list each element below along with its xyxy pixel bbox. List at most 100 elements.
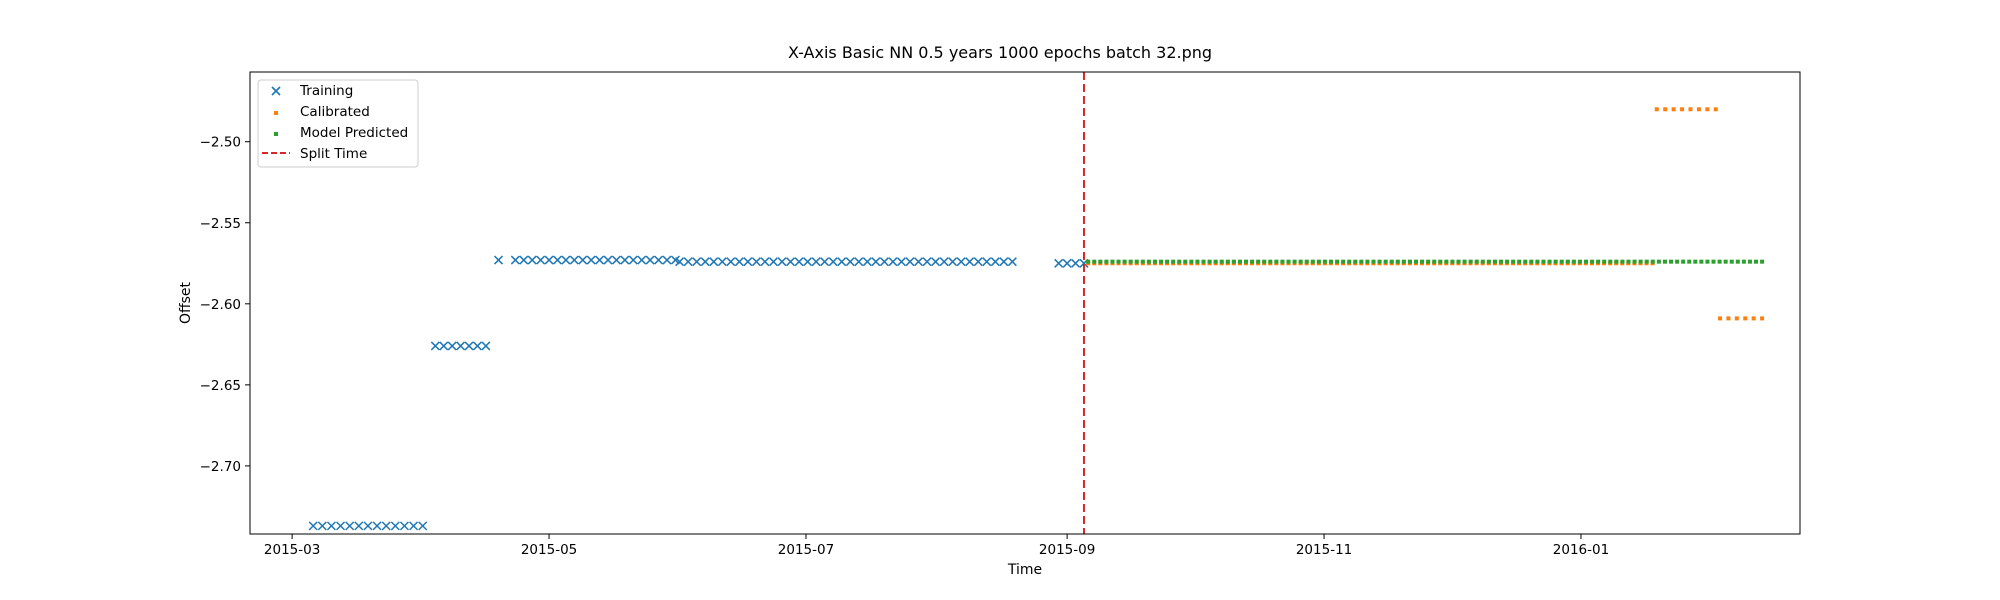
data-point-model-predicted xyxy=(1274,259,1279,264)
data-point-model-predicted xyxy=(1116,259,1121,264)
data-point-training xyxy=(336,521,346,531)
x-tick-label: 2015-09 xyxy=(1039,542,1095,558)
data-point-training xyxy=(390,521,400,531)
legend-label: Split Time xyxy=(300,146,367,162)
data-point-calibrated xyxy=(1717,316,1722,321)
data-point-calibrated xyxy=(1654,107,1659,112)
legend-label: Calibrated xyxy=(300,104,370,120)
data-point-model-predicted xyxy=(1754,259,1759,264)
data-point-calibrated xyxy=(1663,107,1668,112)
data-point-model-predicted xyxy=(1517,259,1522,264)
y-tick-label: −2.65 xyxy=(200,378,241,394)
data-point-model-predicted xyxy=(1669,259,1674,264)
data-point-model-predicted xyxy=(1626,259,1631,264)
data-point-model-predicted xyxy=(1092,259,1097,264)
data-point-training xyxy=(1071,258,1081,268)
data-point-training xyxy=(803,257,813,267)
data-point-model-predicted xyxy=(1747,259,1752,264)
data-point-model-predicted xyxy=(1414,259,1419,264)
data-point-model-predicted xyxy=(1444,259,1449,264)
data-point-training xyxy=(569,255,579,265)
data-point-training xyxy=(956,257,966,267)
data-point-model-predicted xyxy=(1244,259,1249,264)
data-point-model-predicted xyxy=(1699,259,1704,264)
data-point-training xyxy=(586,255,596,265)
data-point-model-predicted xyxy=(1146,259,1151,264)
data-point-training xyxy=(510,255,520,265)
data-point-model-predicted xyxy=(1104,259,1109,264)
x-tick-label: 2015-05 xyxy=(521,542,577,558)
data-point-training xyxy=(464,341,474,351)
data-point-calibrated xyxy=(1713,107,1718,112)
data-point-training xyxy=(645,255,655,265)
data-point-model-predicted xyxy=(1316,259,1321,264)
data-point-model-predicted xyxy=(1662,259,1667,264)
data-point-model-predicted xyxy=(1432,259,1437,264)
data-point-model-predicted xyxy=(1122,259,1127,264)
data-point-model-predicted xyxy=(1505,259,1510,264)
data-point-model-predicted xyxy=(1286,259,1291,264)
data-point-training xyxy=(913,257,924,267)
data-point-training xyxy=(611,255,621,265)
data-point-model-predicted xyxy=(1395,259,1400,264)
data-point-training xyxy=(931,257,941,267)
data-point-training xyxy=(717,257,727,267)
y-tick-label: −2.55 xyxy=(200,216,241,232)
y-tick-label: −2.50 xyxy=(200,135,241,151)
data-point-training xyxy=(409,521,419,531)
data-point-training xyxy=(430,341,440,351)
data-point-training xyxy=(472,341,482,351)
chart-title: X-Axis Basic NN 0.5 years 1000 epochs ba… xyxy=(788,43,1212,62)
data-point-model-predicted xyxy=(1298,259,1303,264)
data-point-model-predicted xyxy=(1723,259,1728,264)
data-point-training xyxy=(922,257,932,267)
data-point-model-predicted xyxy=(1462,259,1467,264)
legend: Training Calibrated Model Predicted Spli… xyxy=(257,79,419,168)
data-point-model-predicted xyxy=(1359,259,1364,264)
data-point-training xyxy=(982,257,992,267)
data-point-model-predicted xyxy=(1383,259,1388,264)
data-point-model-predicted xyxy=(1760,259,1765,264)
data-point-model-predicted xyxy=(1389,259,1394,264)
data-point-training xyxy=(519,255,529,265)
legend-label: Training xyxy=(299,83,353,99)
data-point-calibrated xyxy=(1760,316,1765,321)
x-tick-label: 2015-07 xyxy=(778,542,834,558)
data-point-model-predicted xyxy=(1341,259,1346,264)
y-axis-label: Offset xyxy=(178,281,194,324)
data-point-training xyxy=(456,341,466,351)
data-point-training xyxy=(662,255,672,265)
data-point-model-predicted xyxy=(1110,259,1115,264)
data-point-model-predicted xyxy=(1717,259,1722,264)
data-point-model-predicted xyxy=(1268,259,1273,264)
data-point-calibrated xyxy=(1696,107,1701,112)
data-point-training xyxy=(381,521,391,531)
data-point-model-predicted xyxy=(1207,259,1212,264)
x-axis: 2015-03 2015-05 2015-07 2015-09 2015-11 2016-… xyxy=(264,534,1609,558)
data-point-training xyxy=(896,257,906,267)
data-point-model-predicted xyxy=(1590,259,1595,264)
data-point-model-predicted xyxy=(1225,259,1230,264)
plot-frame xyxy=(249,71,1801,535)
data-point-training xyxy=(760,257,770,267)
data-point-calibrated xyxy=(1726,316,1731,321)
data-point-training xyxy=(751,257,761,267)
data-point-training xyxy=(948,257,958,267)
plot-area xyxy=(308,72,1765,534)
data-point-training xyxy=(481,341,491,351)
data-point-model-predicted xyxy=(1329,259,1334,264)
data-point-training xyxy=(700,257,710,267)
x-tick-label: 2015-03 xyxy=(264,542,320,558)
legend-box xyxy=(257,79,419,168)
data-point-model-predicted xyxy=(1171,259,1176,264)
data-point-model-predicted xyxy=(1420,259,1425,264)
data-point-model-predicted xyxy=(1571,259,1576,264)
data-point-training xyxy=(845,257,855,267)
data-point-training xyxy=(439,341,449,351)
legend-item-calibrated: Calibrated xyxy=(274,104,370,120)
data-point-model-predicted xyxy=(1347,259,1352,264)
data-point-training xyxy=(654,255,664,265)
data-point-model-predicted xyxy=(1189,259,1194,264)
data-point-training xyxy=(683,257,693,267)
data-point-training xyxy=(345,521,355,531)
